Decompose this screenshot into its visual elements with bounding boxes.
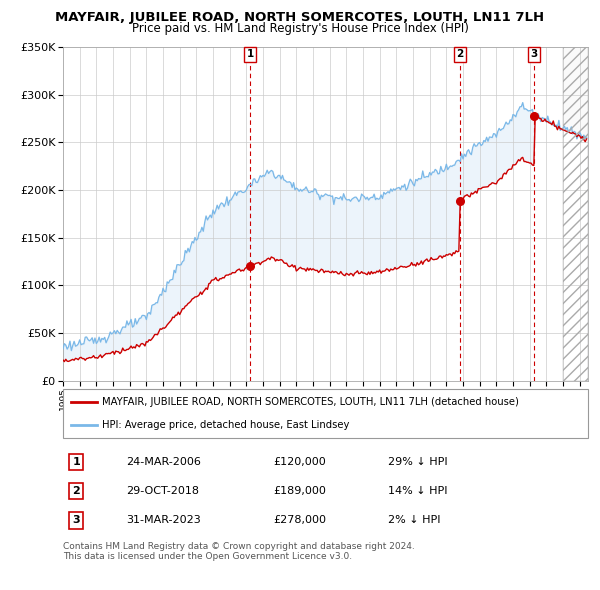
Text: 29-OCT-2018: 29-OCT-2018 (126, 486, 199, 496)
Text: 1: 1 (72, 457, 80, 467)
Text: HPI: Average price, detached house, East Lindsey: HPI: Average price, detached house, East… (103, 419, 350, 430)
Text: £120,000: £120,000 (273, 457, 326, 467)
Text: 24-MAR-2006: 24-MAR-2006 (126, 457, 201, 467)
Text: MAYFAIR, JUBILEE ROAD, NORTH SOMERCOTES, LOUTH, LN11 7LH: MAYFAIR, JUBILEE ROAD, NORTH SOMERCOTES,… (55, 11, 545, 24)
Text: 1: 1 (247, 49, 254, 59)
Text: 29% ↓ HPI: 29% ↓ HPI (389, 457, 448, 467)
Text: 3: 3 (530, 49, 538, 59)
Text: 14% ↓ HPI: 14% ↓ HPI (389, 486, 448, 496)
Text: £189,000: £189,000 (273, 486, 326, 496)
Text: 2: 2 (72, 486, 80, 496)
Text: Price paid vs. HM Land Registry's House Price Index (HPI): Price paid vs. HM Land Registry's House … (131, 22, 469, 35)
Text: MAYFAIR, JUBILEE ROAD, NORTH SOMERCOTES, LOUTH, LN11 7LH (detached house): MAYFAIR, JUBILEE ROAD, NORTH SOMERCOTES,… (103, 398, 519, 408)
Text: Contains HM Land Registry data © Crown copyright and database right 2024.
This d: Contains HM Land Registry data © Crown c… (63, 542, 415, 561)
Text: 2% ↓ HPI: 2% ↓ HPI (389, 516, 441, 526)
Text: 3: 3 (73, 516, 80, 526)
Text: 2: 2 (457, 49, 464, 59)
Text: £278,000: £278,000 (273, 516, 326, 526)
Text: 31-MAR-2023: 31-MAR-2023 (126, 516, 201, 526)
